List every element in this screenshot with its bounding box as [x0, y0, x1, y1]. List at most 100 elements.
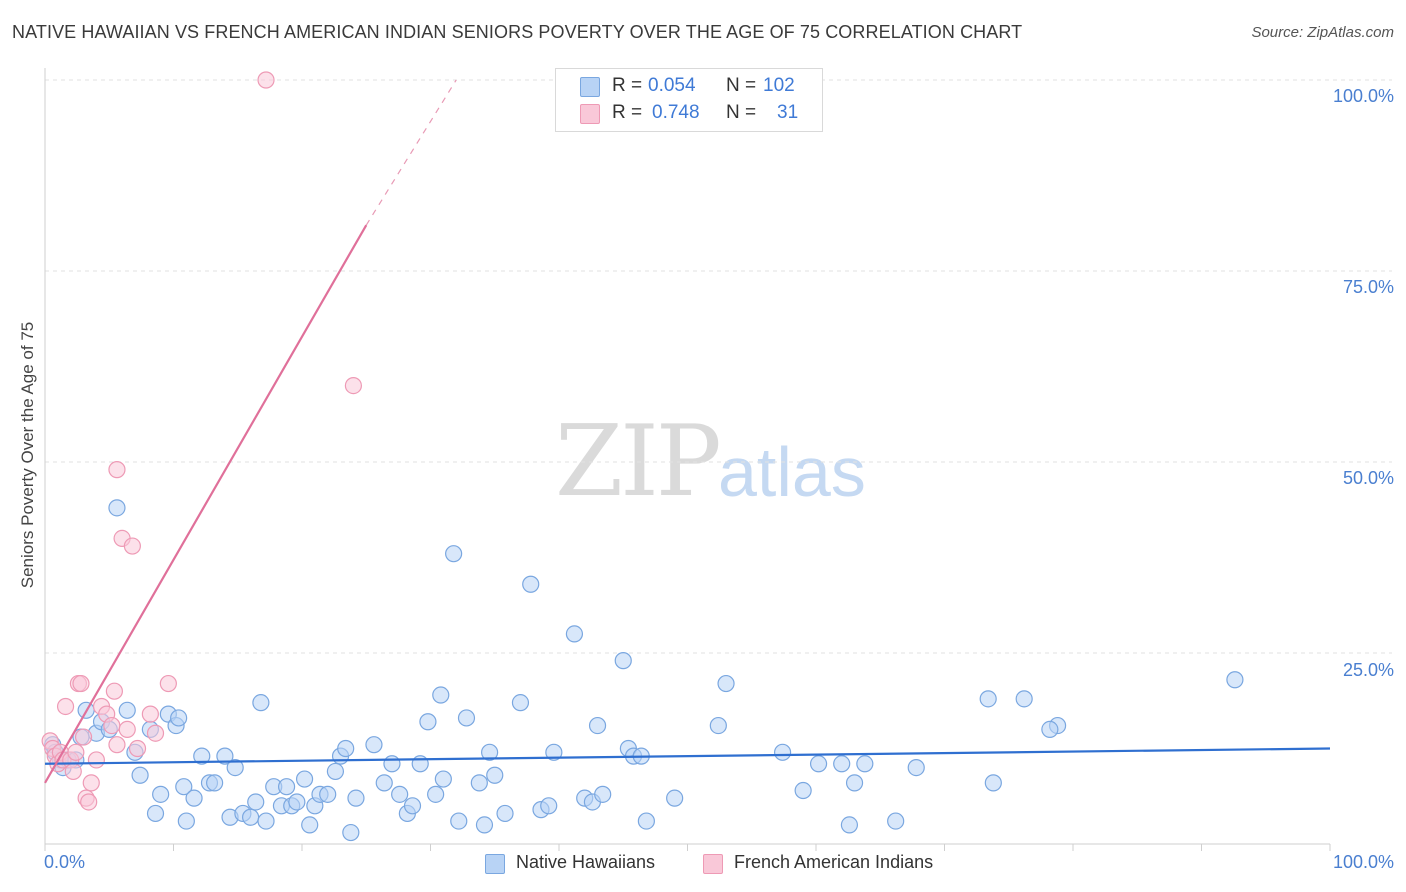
point-native-hawaiian	[565, 625, 584, 643]
point-native-hawaiian	[486, 766, 504, 784]
chart-source: Source: ZipAtlas.com	[1251, 24, 1394, 41]
point-native-hawaiian	[809, 755, 828, 773]
point-native-hawaiian	[594, 785, 612, 803]
point-native-hawaiian	[1041, 720, 1059, 739]
point-native-hawaiian	[252, 694, 270, 712]
trendline-french-american-indians	[44, 224, 368, 784]
point-native-hawaiian	[177, 812, 195, 830]
point-native-hawaiian	[257, 812, 275, 830]
point-native-hawaiian	[1226, 671, 1244, 689]
point-native-hawaiian	[383, 755, 401, 773]
point-native-hawaiian	[175, 778, 193, 796]
bottom-legend-label: French American Indians	[734, 852, 934, 872]
point-native-hawaiian	[108, 499, 126, 517]
trendline-french-american-indians-extension	[365, 79, 457, 226]
point-french-american-indian	[344, 377, 362, 395]
point-native-hawaiian	[419, 713, 437, 731]
point-native-hawaiian	[794, 781, 812, 800]
point-native-hawaiian	[614, 652, 632, 670]
point-native-hawaiian	[588, 716, 607, 735]
point-french-american-indian	[64, 762, 82, 781]
point-native-hawaiian	[1015, 690, 1033, 708]
point-native-hawaiian	[375, 774, 393, 792]
point-french-american-indian	[105, 682, 123, 700]
watermark-atlas: atlas	[718, 433, 866, 511]
x-tick-label-right: 100.0%	[1332, 852, 1394, 872]
point-french-american-indian	[159, 674, 177, 693]
point-native-hawaiian	[185, 789, 203, 807]
point-native-hawaiian	[887, 812, 905, 830]
bottom-legend-label: Native Hawaiians	[516, 852, 656, 872]
point-native-hawaiian	[540, 797, 558, 815]
point-native-hawaiian	[337, 739, 355, 758]
point-native-hawaiian	[319, 785, 337, 803]
point-french-american-indian	[87, 751, 106, 769]
y-tick-label: 75.0%	[1342, 277, 1394, 297]
point-native-hawaiian	[277, 778, 296, 796]
point-native-hawaiian	[347, 789, 365, 807]
point-native-hawaiian	[206, 774, 224, 792]
point-native-hawaiian	[427, 785, 445, 803]
point-native-hawaiian	[545, 743, 563, 761]
point-native-hawaiian	[907, 758, 925, 777]
legend-n-value: 102	[763, 75, 795, 96]
point-french-american-indian	[123, 537, 141, 555]
y-tick-label: 50.0%	[1342, 468, 1394, 488]
point-native-hawaiian	[445, 545, 463, 563]
point-native-hawaiian	[637, 812, 655, 830]
point-french-american-indian	[67, 743, 85, 761]
point-french-american-indian	[74, 728, 93, 746]
legend-r-value: 0.054	[648, 75, 696, 96]
point-native-hawaiian	[326, 762, 345, 781]
point-french-american-indian	[56, 697, 75, 716]
point-native-hawaiian	[247, 793, 265, 811]
point-native-hawaiian	[242, 808, 260, 826]
point-native-hawaiian	[131, 766, 149, 784]
x-tick-label-left: 0.0%	[44, 852, 86, 872]
point-native-hawaiian	[288, 793, 306, 811]
legend-swatch-blue	[580, 77, 600, 97]
point-native-hawaiian	[522, 575, 540, 593]
point-native-hawaiian	[450, 812, 468, 830]
point-native-hawaiian	[666, 789, 684, 807]
legend-n-value: 31	[777, 102, 799, 123]
point-native-hawaiian	[481, 743, 499, 761]
y-tick-label: 25.0%	[1342, 660, 1394, 680]
bottom-legend-swatch-blue	[485, 854, 505, 874]
point-french-american-indian	[108, 461, 126, 479]
point-native-hawaiian	[391, 785, 409, 803]
trendline-native-hawaiians	[44, 747, 1331, 765]
point-native-hawaiian	[496, 804, 514, 823]
legend-r-label: R =	[612, 102, 643, 123]
point-french-american-indian	[257, 71, 275, 89]
point-french-american-indian	[141, 705, 159, 723]
point-native-hawaiian	[845, 774, 864, 792]
legend-swatch-pink	[580, 104, 600, 124]
legend-r-value: 0.748	[652, 102, 700, 123]
point-native-hawaiian	[717, 674, 735, 693]
chart-title: NATIVE HAWAIIAN VS FRENCH AMERICAN INDIA…	[12, 22, 1023, 42]
point-native-hawaiian	[984, 774, 1002, 792]
point-native-hawaiian	[342, 823, 360, 842]
point-native-hawaiian	[216, 747, 234, 765]
point-native-hawaiian	[475, 816, 494, 834]
point-french-american-indian	[103, 716, 121, 735]
point-native-hawaiian	[146, 804, 165, 823]
point-native-hawaiian	[511, 694, 530, 712]
point-native-hawaiian	[979, 690, 997, 708]
point-french-american-indian	[128, 739, 147, 758]
point-native-hawaiian	[295, 770, 314, 788]
legend-n-label: N =	[726, 102, 757, 123]
point-french-american-indian	[82, 774, 100, 792]
point-native-hawaiian	[226, 758, 244, 777]
point-french-american-indian	[72, 674, 90, 693]
point-native-hawaiian	[301, 816, 319, 834]
legend-n-label: N =	[726, 75, 757, 96]
point-native-hawaiian	[773, 743, 792, 761]
point-native-hawaiian	[709, 716, 727, 735]
point-french-american-indian	[118, 720, 136, 739]
point-native-hawaiian	[457, 709, 476, 727]
point-native-hawaiian	[833, 755, 851, 773]
point-french-american-indian	[108, 736, 126, 754]
point-french-american-indian	[80, 793, 98, 811]
